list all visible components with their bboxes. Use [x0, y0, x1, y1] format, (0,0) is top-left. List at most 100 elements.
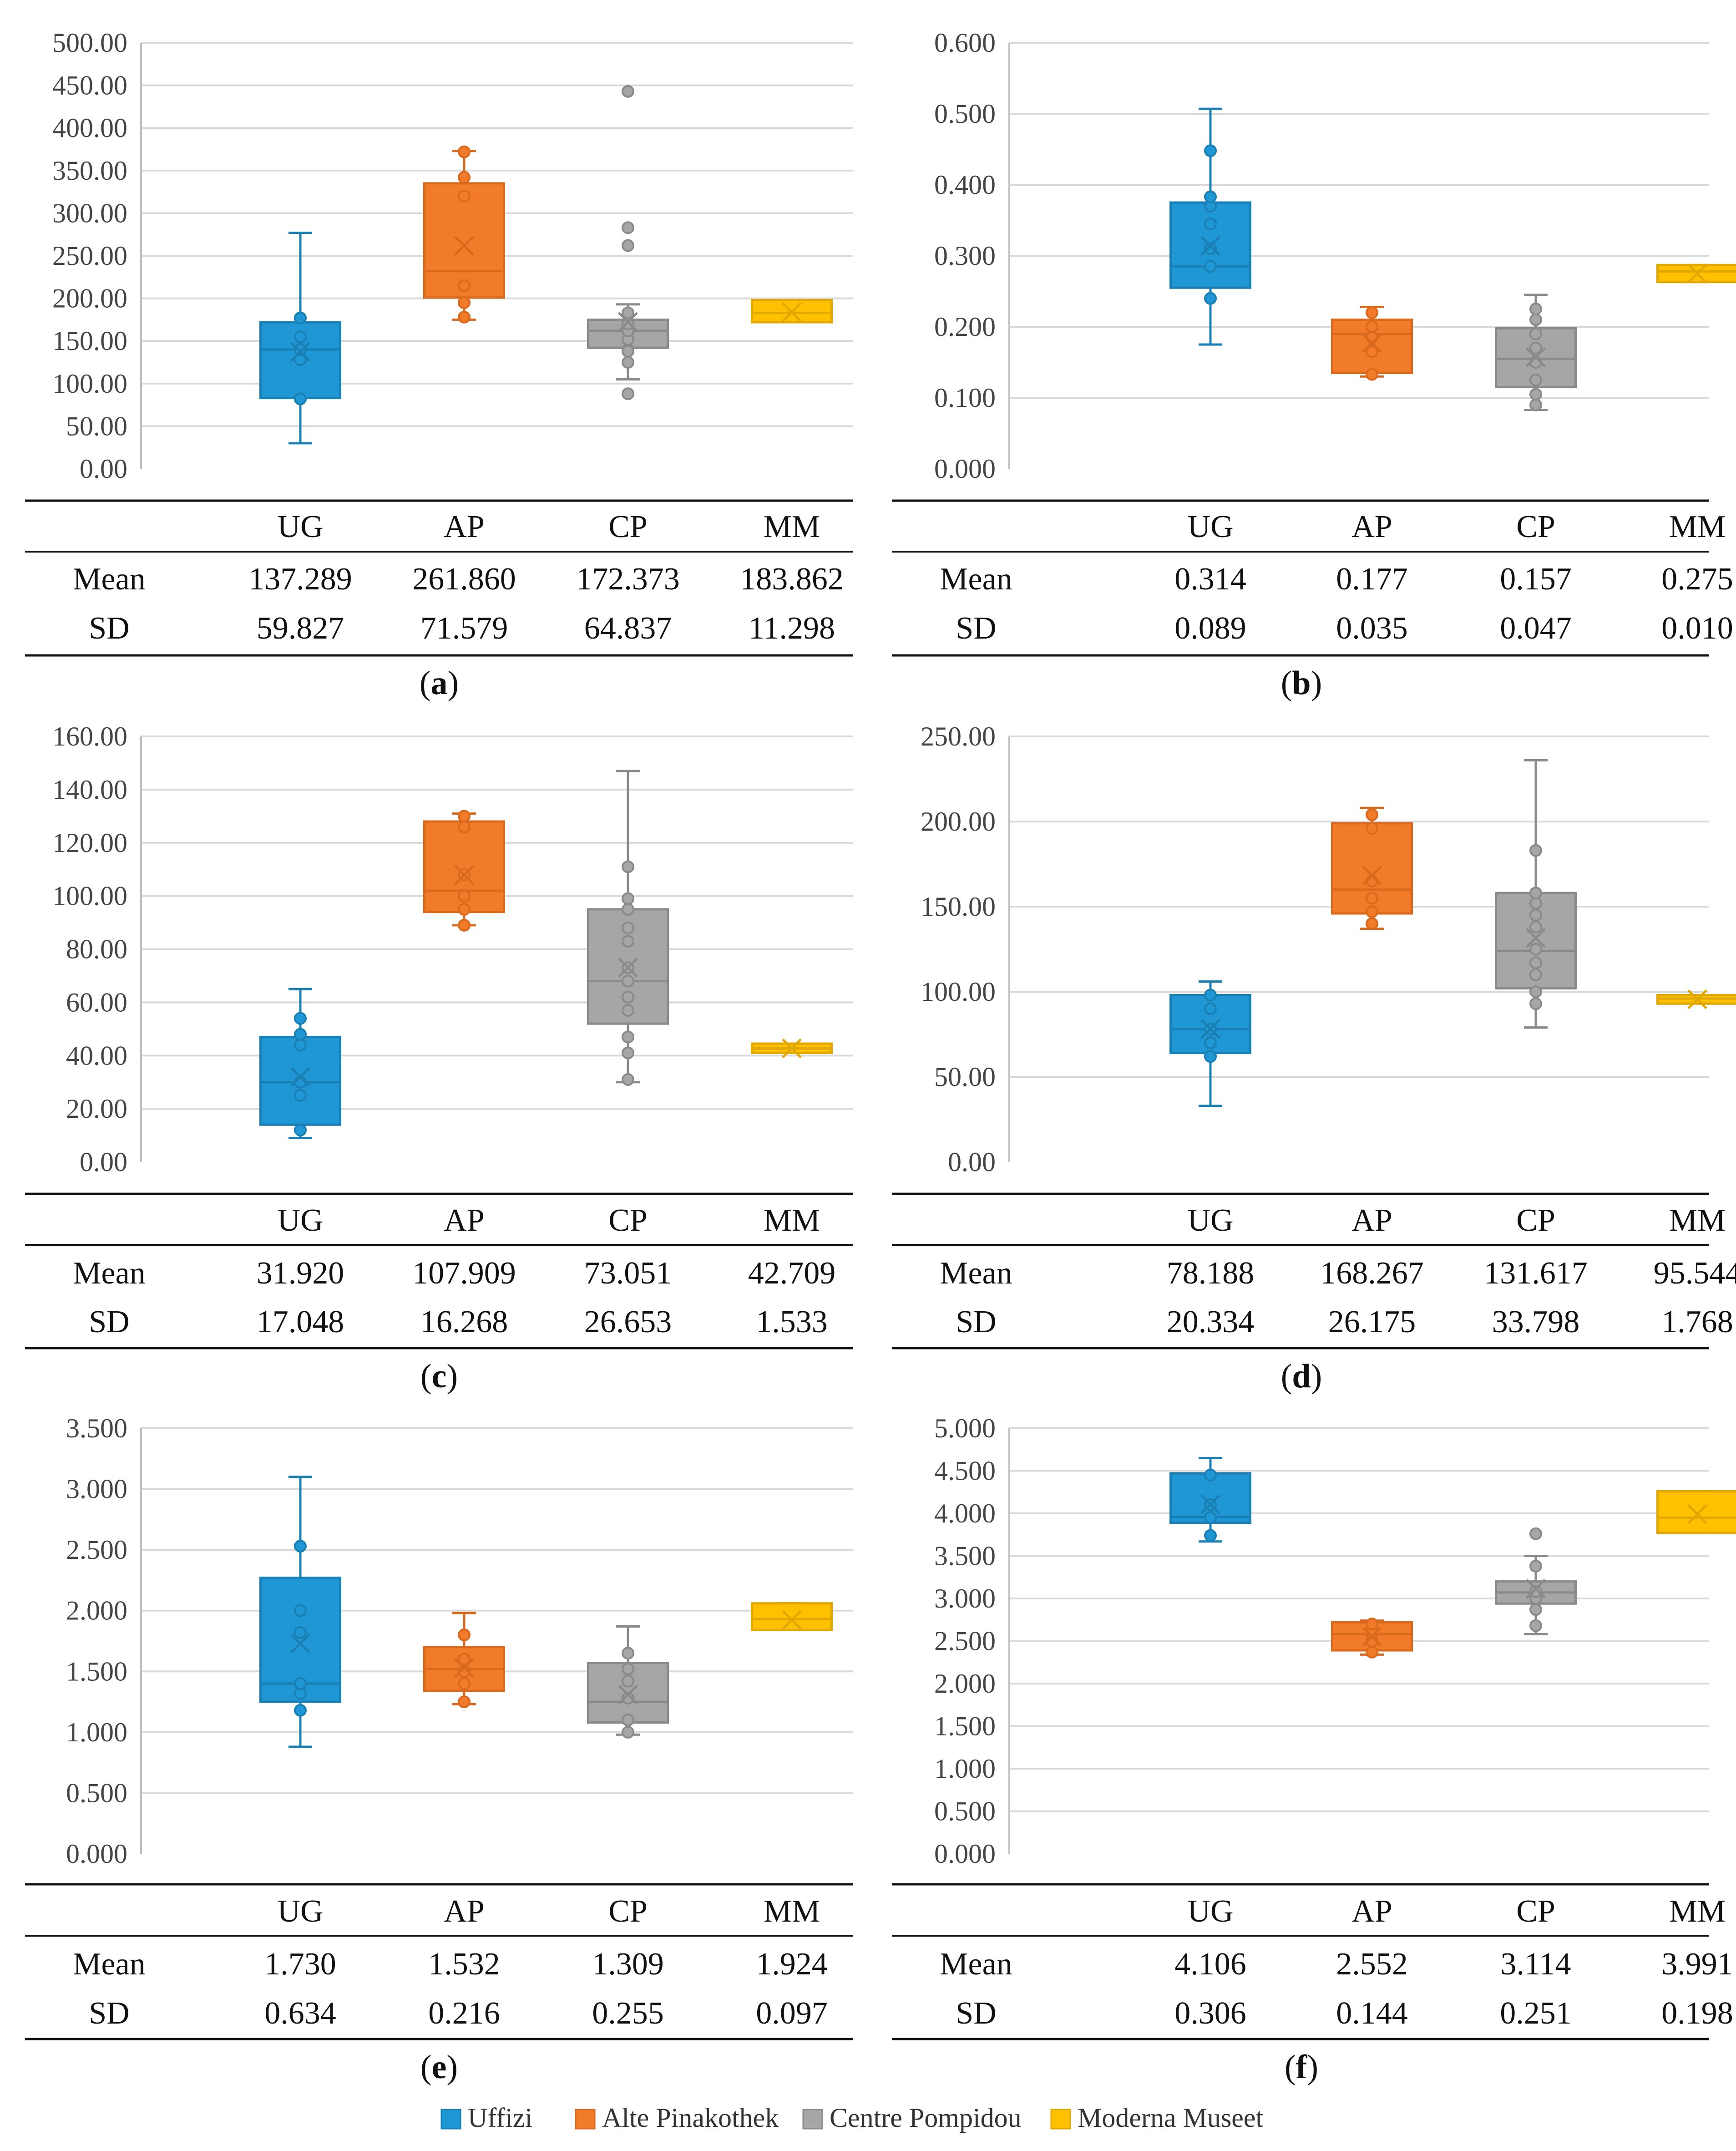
box-ug — [259, 1476, 341, 1748]
y-tick-label: 0.600 — [934, 28, 996, 58]
y-tick-label: 120.00 — [52, 828, 127, 858]
data-point — [622, 1647, 634, 1660]
data-point — [622, 990, 634, 1004]
y-tick-label: 3.000 — [66, 1474, 127, 1504]
data-point — [622, 974, 634, 988]
y-tick-label: 100.00 — [52, 881, 127, 911]
table-mean-cell: 73.051 — [584, 1256, 672, 1291]
mean-marker — [1687, 264, 1707, 284]
table-header-cell: MM — [764, 1894, 820, 1929]
data-point — [1529, 341, 1542, 355]
data-point — [458, 1653, 471, 1666]
table-header-cell: UG — [1187, 1894, 1233, 1929]
y-tick-label: 60.00 — [66, 987, 127, 1017]
mean-marker — [782, 1610, 802, 1630]
table-header-cell: AP — [1351, 1894, 1392, 1929]
table-sd-cell: 0.306 — [1174, 1996, 1246, 2031]
data-point — [1366, 808, 1378, 822]
data-point — [622, 1725, 634, 1739]
data-point — [294, 1704, 307, 1717]
table-header-cell: MM — [1669, 1894, 1726, 1929]
data-point — [622, 356, 634, 369]
y-tick-label: 5.000 — [934, 1413, 996, 1443]
data-point — [1529, 303, 1542, 315]
box-ap — [423, 145, 505, 324]
legend-label-cp: Centre Pompidou — [830, 2103, 1022, 2133]
y-tick-label: 350.00 — [52, 156, 127, 186]
data-point — [458, 279, 471, 292]
table-mean-cell: 137.289 — [248, 562, 352, 597]
panel-label: (f) — [1285, 2049, 1318, 2086]
y-tick-label: 150.00 — [921, 892, 996, 922]
data-point — [1529, 388, 1542, 401]
table-sd-cell: 0.047 — [1500, 611, 1572, 646]
table-header-cell: UG — [277, 1894, 323, 1929]
mean-marker — [1362, 1627, 1382, 1647]
y-tick-label: 250.00 — [52, 241, 127, 271]
chart-panel-f: 0.000 0.500 1.000 1.500 2.000 2.500 3.000 3.500… — [892, 1413, 1736, 2086]
chart-panel-b: 0.000 0.100 0.200 0.300 0.400 0.500 0.600 UG 0.3… — [892, 28, 1736, 702]
outlier-point — [622, 85, 634, 98]
data-point — [294, 392, 307, 406]
data-point — [622, 306, 634, 320]
legend-swatch-ug — [440, 2109, 461, 2130]
box-mm — [751, 299, 833, 324]
table-header-cell: UG — [277, 1203, 323, 1238]
y-tick-label: 1.500 — [66, 1656, 127, 1686]
y-tick-label: 1.000 — [934, 1754, 996, 1784]
y-tick-label: 0.000 — [934, 1839, 996, 1869]
data-point — [294, 1626, 307, 1639]
data-point — [294, 1038, 307, 1051]
box-mm — [1656, 264, 1736, 284]
y-tick-label: 50.00 — [66, 411, 127, 441]
y-tick-label: 300.00 — [52, 198, 127, 228]
y-tick-label: 0.500 — [66, 1778, 127, 1808]
data-point — [458, 918, 471, 932]
data-point — [1204, 1468, 1217, 1481]
y-tick-label: 0.500 — [934, 99, 996, 129]
table-row-label-mean: Mean — [940, 1256, 1012, 1291]
table-row-label-mean: Mean — [940, 562, 1012, 597]
y-tick-label: 140.00 — [52, 775, 127, 805]
table-mean-cell: 1.730 — [264, 1947, 336, 1982]
y-tick-label: 40.00 — [66, 1040, 127, 1070]
table-header-cell: AP — [444, 509, 484, 544]
table-mean-cell: 1.309 — [592, 1947, 664, 1982]
box-cp — [1495, 294, 1577, 411]
chart-panel-a: 0.00 50.00 100.00 150.00 200.00 250.00 300.00 3… — [25, 28, 853, 702]
table-mean-cell: 2.552 — [1336, 1947, 1408, 1982]
data-point — [1204, 1036, 1217, 1050]
y-tick-label: 2.500 — [66, 1535, 127, 1565]
outlier-point — [1529, 1527, 1542, 1540]
table-row-label-sd: SD — [89, 611, 129, 646]
table-sd-cell: 71.579 — [420, 611, 508, 646]
y-tick-label: 2.500 — [934, 1626, 996, 1656]
outlier-point — [622, 387, 634, 401]
box-mm — [751, 1038, 833, 1059]
table-header-cell: CP — [608, 1203, 648, 1238]
data-point — [622, 1004, 634, 1017]
table-row-label-mean: Mean — [73, 1947, 145, 1982]
table-row-label-sd: SD — [89, 1996, 129, 2031]
mean-marker — [618, 1684, 638, 1705]
data-point — [294, 1604, 307, 1617]
mean-marker — [1200, 1494, 1220, 1514]
data-point — [1204, 190, 1217, 203]
y-tick-label: 0.200 — [934, 312, 996, 342]
data-point — [294, 1012, 307, 1025]
data-point — [458, 189, 471, 203]
table-header-cell: CP — [1516, 1894, 1555, 1929]
data-point — [1529, 920, 1542, 933]
data-point — [1204, 217, 1217, 230]
data-point — [622, 1692, 634, 1705]
data-point — [458, 310, 471, 324]
data-point — [1204, 242, 1217, 255]
table-mean-cell: 4.106 — [1174, 1947, 1246, 1982]
data-point — [1529, 844, 1542, 857]
data-point — [1529, 327, 1542, 340]
table-sd-cell: 26.175 — [1328, 1304, 1416, 1339]
data-point — [294, 1123, 307, 1136]
mean-marker — [454, 865, 474, 885]
chart-panel-d: 0.00 50.00 100.00 150.00 200.00 250.00 UG 78.18… — [892, 721, 1736, 1395]
box-ug — [1169, 980, 1251, 1107]
